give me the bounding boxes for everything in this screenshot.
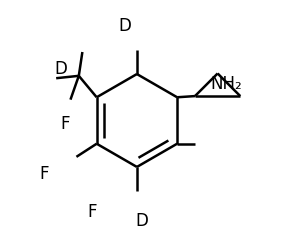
Text: F: F — [61, 115, 70, 133]
Text: F: F — [39, 165, 49, 183]
Text: NH₂: NH₂ — [211, 74, 242, 93]
Text: F: F — [87, 203, 96, 221]
Text: D: D — [118, 17, 131, 35]
Text: D: D — [54, 60, 67, 78]
Text: D: D — [135, 212, 148, 230]
